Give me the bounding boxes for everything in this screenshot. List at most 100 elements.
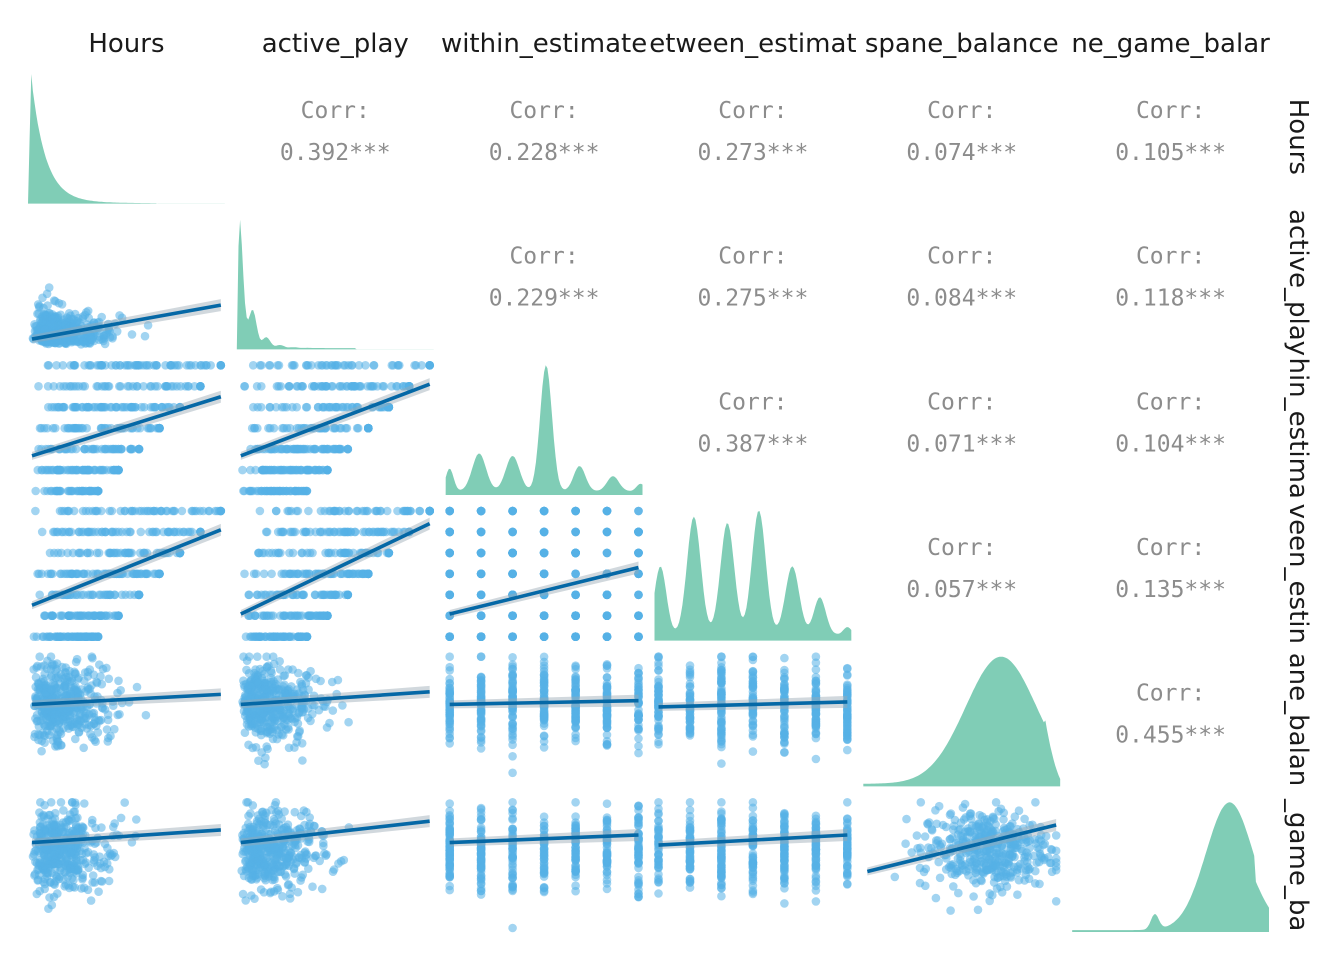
scatter-point	[292, 506, 301, 516]
scatter-point	[60, 682, 69, 691]
corr-label: Corr:	[927, 244, 996, 270]
scatter-point	[445, 662, 455, 672]
scatter-point	[634, 506, 643, 516]
scatter-point	[323, 402, 333, 412]
scatter-point	[238, 465, 247, 475]
fit-line	[240, 521, 431, 616]
scatter-point	[212, 506, 222, 516]
scatter-point	[148, 402, 158, 412]
scatter-point	[239, 486, 248, 496]
scatter-point	[58, 611, 67, 620]
scatter-point	[41, 680, 51, 689]
scatter-point	[571, 590, 580, 600]
scatter-point	[248, 801, 258, 810]
scatter-point	[75, 548, 84, 558]
scatter-point	[287, 590, 297, 600]
scatter-point	[369, 361, 379, 370]
scatter-spane_balance-vs-within_estimate	[445, 652, 643, 778]
scatter-point	[109, 822, 118, 832]
corr-label: Corr:	[927, 389, 996, 415]
scatter-point	[71, 569, 81, 579]
scatter-point	[71, 707, 81, 716]
scatter-point	[177, 506, 187, 516]
scatter-point	[115, 311, 124, 320]
scatter-point	[57, 548, 66, 558]
scatter-point	[31, 506, 40, 516]
scatter-point	[65, 486, 75, 496]
scatter-point	[276, 632, 285, 641]
scatter-point	[811, 754, 821, 764]
scatter-point	[748, 666, 758, 676]
scatter-point	[271, 402, 281, 412]
scatter-point	[381, 527, 391, 537]
scatter-point	[61, 527, 70, 537]
scatter-point	[35, 652, 44, 661]
scatter-point	[164, 527, 173, 537]
scatter-point	[154, 423, 163, 433]
scatter-point	[56, 465, 65, 475]
scatter-point	[112, 611, 122, 620]
corr-cell-spane_balance-spane_game_balance: Corr:0.455***	[1115, 681, 1226, 749]
row-header-within_estimate: hin_estima	[1283, 357, 1313, 498]
scatter-point	[43, 382, 53, 391]
scatter-point	[319, 838, 328, 848]
scatter-point	[77, 849, 87, 858]
scatter-point	[157, 506, 166, 516]
scatter-point	[52, 335, 62, 344]
scatter-point	[101, 611, 111, 620]
scatter-point	[243, 685, 252, 694]
scatter-point	[116, 813, 126, 823]
scatter-point	[301, 402, 311, 412]
scatter-point	[508, 632, 517, 641]
scatter-point	[205, 506, 214, 516]
panels: Corr:0.392***Corr:0.228***Corr:0.273***C…	[28, 74, 1269, 933]
scatter-point	[106, 731, 115, 741]
scatter-point	[35, 808, 44, 817]
scatter-point	[196, 361, 206, 370]
corr-cell-within_estimate-spane_balance: Corr:0.071***	[906, 389, 1017, 457]
scatter-point	[42, 423, 52, 433]
scatter-point	[101, 444, 111, 454]
scatter-point	[257, 361, 266, 370]
scatter-point	[49, 850, 59, 859]
scatter-point	[136, 527, 146, 537]
scatter-point	[63, 632, 72, 641]
scatter-point	[685, 722, 695, 732]
scatter-point	[269, 887, 279, 896]
scatter-point	[780, 723, 789, 732]
scatter-point	[602, 611, 612, 620]
scatter-point	[508, 569, 517, 579]
scatter-point	[240, 382, 250, 391]
scatter-point	[267, 486, 276, 496]
scatter-point	[56, 310, 65, 320]
scatter-point	[144, 506, 153, 516]
scatter-point	[283, 723, 293, 732]
scatter-point	[320, 506, 330, 516]
scatter-point	[634, 711, 643, 720]
scatter-point	[268, 734, 278, 744]
scatter-point	[88, 590, 98, 600]
scatter-point	[267, 569, 276, 579]
scatter-point	[325, 590, 335, 600]
scatter-point	[116, 548, 126, 558]
corr-value: 0.104***	[1115, 431, 1226, 457]
scatter-point	[348, 402, 357, 412]
scatter-point	[105, 506, 114, 516]
scatter-point	[92, 721, 101, 731]
scatter-point	[330, 361, 340, 370]
scatter-point	[323, 465, 332, 475]
scatter-point	[339, 527, 348, 537]
scatter-point	[343, 590, 353, 600]
scatter-point	[476, 652, 486, 661]
scatter-point	[91, 823, 100, 833]
scatter-point	[571, 611, 580, 620]
scatter-point	[143, 321, 153, 330]
scatter-point	[113, 688, 122, 698]
corr-cell-active_play-between_estimate: Corr:0.275***	[698, 244, 809, 312]
scatter-point	[263, 611, 272, 620]
scatter-point	[86, 689, 95, 698]
fit-line	[449, 565, 639, 616]
scatter-point	[51, 423, 60, 433]
scatter-point	[811, 676, 821, 686]
scatter-point	[445, 527, 455, 537]
